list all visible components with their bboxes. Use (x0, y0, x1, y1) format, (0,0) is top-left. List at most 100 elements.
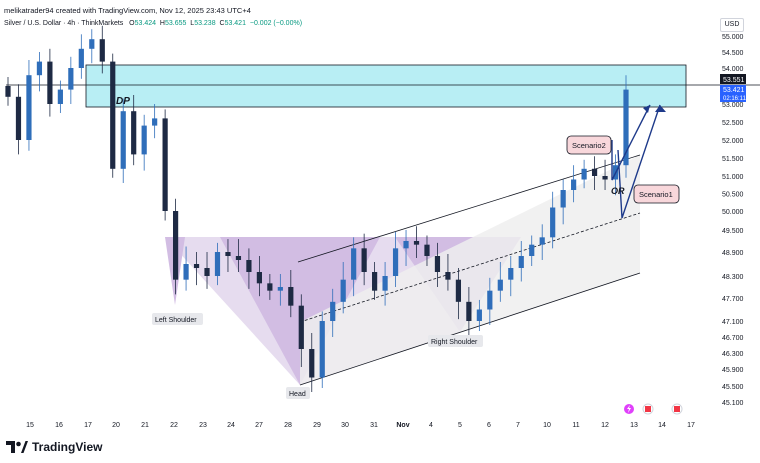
candle-body (623, 89, 629, 166)
price-tick-label: 46.300 (722, 351, 744, 358)
candle-body (120, 111, 126, 169)
candle-body (487, 290, 493, 310)
price-tick-label: 51.000 (722, 174, 744, 181)
right-shoulder-label: Right Shoulder (431, 339, 478, 346)
countdown-text: 02:16:11 (723, 96, 747, 102)
flash-glyph-icon (627, 405, 631, 413)
channel-lower-line (299, 272, 641, 386)
high-value: 53.655 (164, 20, 187, 27)
scenario1-arrow (617, 104, 661, 219)
candle-body (162, 118, 168, 211)
currency-button[interactable]: USD (720, 18, 744, 32)
symbol-name[interactable]: Silver / U.S. Dollar · 4h · ThinkMarkets (4, 20, 124, 27)
change-value: −0.002 (−0.00%) (249, 20, 303, 27)
candle-body (602, 176, 608, 180)
price-tick-label: 45.500 (722, 384, 744, 391)
open-value: 53.424 (134, 20, 157, 27)
scenario2-box (566, 135, 612, 155)
candle-body (424, 244, 430, 256)
candle-body (152, 118, 158, 126)
candle-body (508, 268, 514, 280)
line-price-text: 53.551 (723, 77, 745, 84)
price-tick-label: 53.000 (722, 102, 744, 109)
price-tick-label: 45.100 (722, 400, 744, 407)
close-value: 53.421 (224, 20, 246, 27)
price-tick-label: 47.100 (722, 319, 744, 326)
time-axis[interactable]: 15 16 17 20 21 22 23 24 27 28 29 30 31 Nov 4 5 6 7 10 11 12 1… (26, 422, 695, 429)
neckline-dashed (299, 212, 641, 323)
candle-body (183, 264, 189, 280)
candle-body (204, 268, 210, 276)
candle-body (235, 256, 242, 260)
price-tick-label: 50.500 (722, 192, 744, 199)
candle-body (141, 125, 147, 155)
price-tick-label: 48.900 (722, 250, 744, 257)
price-tick-label: 52.000 (722, 138, 744, 145)
candle-body (267, 283, 273, 291)
candle-body (529, 244, 535, 256)
candle-body (309, 349, 315, 378)
candles-group (5, 25, 629, 392)
candle-body (445, 272, 451, 280)
time-tick-label: 10 (543, 422, 551, 429)
scenario2-arrow (611, 104, 651, 181)
head-box (286, 387, 310, 399)
candle-body (131, 111, 137, 155)
left-shoulder-label: Left Shoulder (155, 317, 197, 324)
candle-body (539, 237, 545, 245)
close-label: C (219, 20, 225, 27)
price-axis[interactable]: 55.000 54.500 54.000 53.000 52.500 52.000 51.5… (722, 34, 744, 407)
price-tick-label: 46.700 (722, 335, 744, 342)
candle-body (581, 168, 587, 180)
right-shoulder-box (428, 335, 483, 347)
candle-body (518, 256, 524, 268)
candle-body (225, 252, 231, 256)
candle-body (15, 96, 22, 140)
time-tick-label: 7 (516, 422, 520, 429)
candle-body (193, 264, 200, 268)
candle-body (340, 279, 346, 302)
brand-name: TradingView (32, 440, 103, 454)
price-tick-label: 49.500 (722, 228, 744, 235)
price-tick-label: 52.500 (722, 120, 744, 127)
time-tick-label: 13 (630, 422, 638, 429)
candle-body (298, 305, 304, 349)
candle-body (550, 207, 556, 238)
candle-body (361, 248, 367, 272)
candle-body (434, 256, 441, 272)
publisher-line: melikatrader94 created with TradingView.… (4, 6, 251, 15)
tradingview-logo[interactable]: TradingView (6, 440, 102, 454)
symbol-legend: Silver / U.S. Dollar · 4h · ThinkMarkets… (4, 20, 302, 27)
candle-body (246, 260, 252, 272)
price-tick-label: 48.300 (722, 274, 744, 281)
time-tick-label: 11 (572, 422, 579, 429)
candle-body (351, 248, 357, 280)
candle-body (330, 301, 336, 321)
scenario2-arrowhead-icon (643, 105, 650, 113)
price-tick-label: 54.000 (722, 66, 744, 73)
last-price-tag (720, 85, 746, 102)
candle-body (110, 61, 116, 169)
supply-zone (85, 64, 687, 108)
candle-body (68, 68, 74, 90)
time-tick-label: 29 (313, 422, 321, 429)
left-shoulder-box (152, 313, 203, 325)
or-label: OR (611, 186, 625, 196)
candle-body (36, 61, 43, 76)
scenario1-label: Scenario1 (639, 190, 673, 199)
price-tick-label: 45.900 (722, 367, 744, 374)
candle-body (476, 309, 482, 321)
candle-body (591, 168, 598, 176)
candle-body (382, 276, 388, 291)
head-label: Head (289, 391, 306, 398)
time-tick-label: 30 (341, 422, 349, 429)
dp-label: DP (116, 96, 130, 107)
time-tick-label: Nov (396, 422, 409, 429)
low-value: 53.238 (194, 20, 216, 27)
price-tick-label: 50.000 (722, 209, 744, 216)
time-tick-label: 20 (112, 422, 120, 429)
candle-body (57, 89, 63, 104)
scenario2-label: Scenario2 (572, 141, 606, 150)
